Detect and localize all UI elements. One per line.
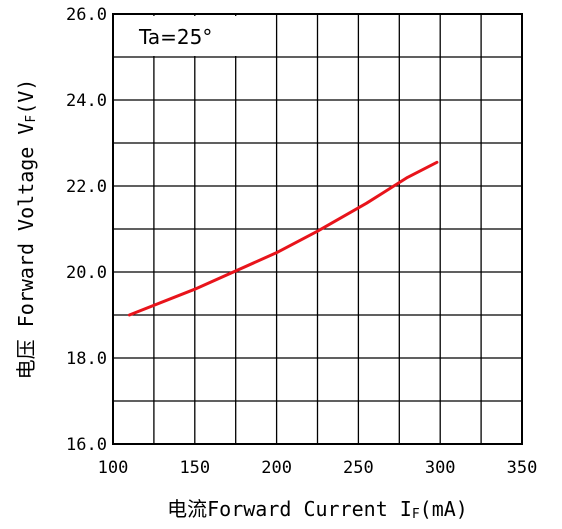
- series-line: [127, 160, 439, 317]
- y-tick-label: 26.0: [66, 5, 107, 25]
- x-tick-label: 300: [425, 458, 456, 478]
- annotation-label: Ta=25°: [138, 25, 212, 49]
- x-axis-title-sub: F: [412, 507, 420, 522]
- y-tick-label: 18.0: [66, 349, 107, 369]
- annotation-box: [115, 16, 239, 56]
- data-point: [194, 288, 196, 291]
- series-layer: [127, 160, 439, 317]
- data-point: [128, 314, 131, 316]
- data-point: [406, 176, 409, 179]
- y-tick-label: 20.0: [66, 263, 107, 283]
- grid: [113, 14, 522, 444]
- y-tick-label: 24.0: [66, 91, 107, 111]
- y-axis-title: 电压 Forward Voltage VF(V): [14, 79, 39, 380]
- x-tick-label: 100: [98, 458, 129, 478]
- x-tick-label: 150: [179, 458, 210, 478]
- plot-frame: [112, 13, 523, 445]
- data-point: [365, 202, 368, 204]
- data-point: [316, 230, 319, 232]
- y-tick-label: 22.0: [66, 177, 107, 197]
- x-tick-label: 200: [261, 458, 292, 478]
- y-axis-title-unit: (V): [14, 79, 38, 115]
- y-axis-title-main: 电压 Forward Voltage V: [14, 123, 38, 380]
- y-tick-labels: 16.0 18.0 20.0 22.0 24.0 26.0: [66, 5, 107, 455]
- x-tick-label: 350: [507, 458, 538, 478]
- y-axis-title-sub: F: [24, 115, 39, 123]
- x-tick-labels: 100 150 200 250 300 350: [98, 458, 538, 478]
- x-tick-label: 250: [343, 458, 374, 478]
- x-axis-title: 电流Forward Current IF(mA): [167, 497, 468, 522]
- data-point: [436, 161, 438, 164]
- y-tick-label: 16.0: [66, 435, 107, 455]
- x-axis-title-unit: (mA): [420, 497, 468, 521]
- data-point: [275, 251, 278, 254]
- x-axis-title-main: 电流Forward Current I: [167, 497, 412, 521]
